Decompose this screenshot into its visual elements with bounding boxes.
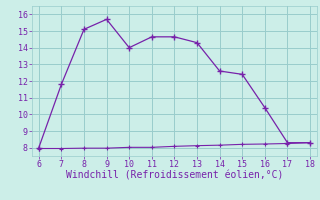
X-axis label: Windchill (Refroidissement éolien,°C): Windchill (Refroidissement éolien,°C) [66, 171, 283, 181]
